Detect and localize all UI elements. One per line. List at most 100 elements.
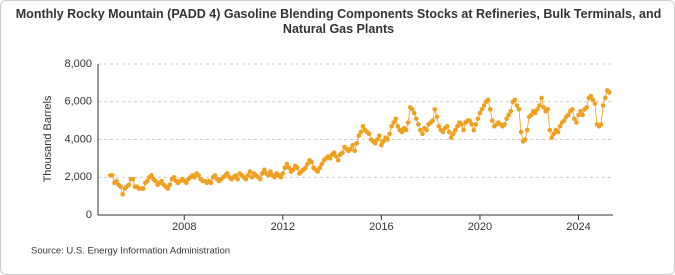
point [432, 107, 438, 112]
point [539, 95, 544, 101]
point [389, 123, 394, 129]
x-tick-label: 2012 [271, 221, 295, 233]
point [183, 180, 189, 186]
point [403, 127, 409, 133]
point [159, 178, 164, 184]
point [393, 116, 399, 122]
point [395, 123, 401, 129]
point [518, 129, 524, 135]
point [354, 140, 360, 146]
point [243, 176, 249, 182]
point [471, 127, 477, 133]
point [481, 103, 487, 108]
point [358, 129, 364, 135]
point [315, 169, 321, 174]
point [506, 112, 511, 118]
point [235, 176, 240, 182]
point [340, 150, 345, 156]
point [381, 139, 386, 144]
point [356, 133, 362, 139]
point [335, 157, 341, 163]
point [126, 182, 132, 188]
point [286, 165, 292, 171]
point [557, 123, 563, 129]
point [257, 176, 263, 182]
y-tick-label: 6,000 [64, 96, 92, 108]
point [411, 110, 417, 116]
point [555, 129, 561, 135]
point [485, 97, 491, 103]
point [450, 131, 456, 137]
point [266, 173, 271, 178]
point [541, 105, 546, 110]
point [360, 123, 366, 129]
point [477, 110, 483, 116]
point [489, 118, 495, 123]
y-axis-title: Thousand Barrels [42, 95, 54, 182]
point [418, 127, 423, 133]
y-tick-label: 0 [86, 209, 92, 221]
point [469, 122, 475, 127]
point [459, 122, 464, 127]
point [317, 165, 323, 171]
point [262, 167, 267, 172]
point [305, 161, 310, 167]
point [448, 135, 454, 140]
point [574, 120, 579, 125]
point [504, 116, 509, 122]
chart-title: Monthly Rocky Mountain (PADD 4) Gasoline… [15, 7, 662, 36]
point [278, 174, 284, 180]
point [167, 182, 173, 188]
point [592, 101, 598, 106]
point [424, 127, 429, 133]
point [303, 165, 308, 171]
point [409, 107, 415, 112]
point [580, 112, 585, 118]
point [366, 131, 372, 137]
point [524, 127, 530, 133]
x-tick-label: 2016 [369, 221, 393, 233]
point [352, 148, 357, 154]
source: Source: U.S. Energy Information Administ… [31, 246, 230, 257]
point [570, 107, 575, 112]
point [455, 123, 460, 129]
point [576, 112, 581, 118]
point [584, 105, 590, 110]
point [280, 171, 286, 176]
point [533, 110, 538, 116]
point [350, 142, 355, 148]
x-tick-label: 2020 [468, 221, 492, 233]
point [110, 173, 115, 178]
point [551, 131, 557, 137]
point [120, 191, 125, 197]
point [282, 165, 288, 171]
point [348, 146, 353, 152]
point [233, 173, 238, 178]
point [118, 184, 123, 189]
point [208, 180, 214, 186]
point [405, 120, 411, 125]
point [130, 176, 136, 182]
point [446, 129, 452, 135]
point [272, 174, 277, 180]
point [516, 107, 522, 112]
point [309, 159, 314, 165]
point [508, 108, 514, 114]
point [416, 122, 421, 127]
point [528, 112, 534, 118]
point [192, 174, 197, 180]
point [461, 127, 466, 133]
point [259, 171, 265, 176]
point [165, 186, 171, 191]
point [284, 161, 290, 167]
point [377, 133, 382, 139]
point [602, 95, 608, 101]
point [413, 116, 419, 122]
point [598, 122, 604, 127]
point [502, 122, 507, 127]
point [399, 129, 405, 135]
point [247, 169, 253, 174]
point [537, 103, 542, 108]
